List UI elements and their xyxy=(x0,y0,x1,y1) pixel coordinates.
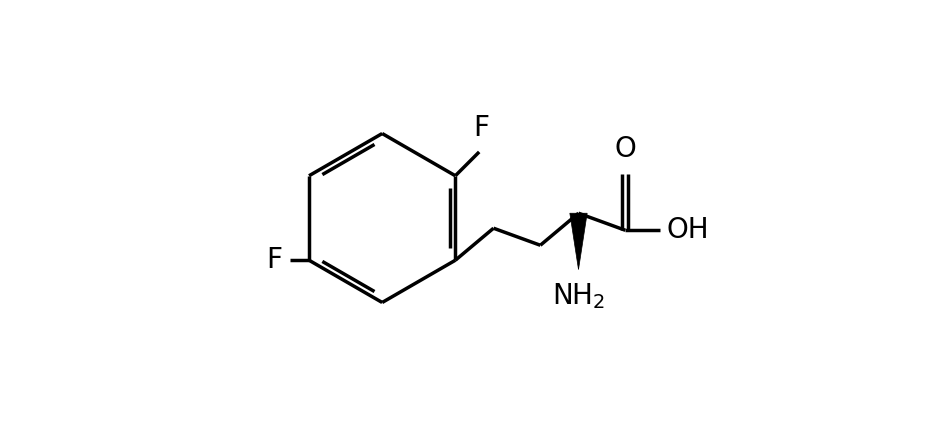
Text: OH: OH xyxy=(667,216,709,244)
Polygon shape xyxy=(570,213,587,269)
Text: O: O xyxy=(614,135,636,163)
Text: F: F xyxy=(267,246,283,274)
Text: F: F xyxy=(473,114,489,143)
Text: NH$_2$: NH$_2$ xyxy=(552,282,605,311)
